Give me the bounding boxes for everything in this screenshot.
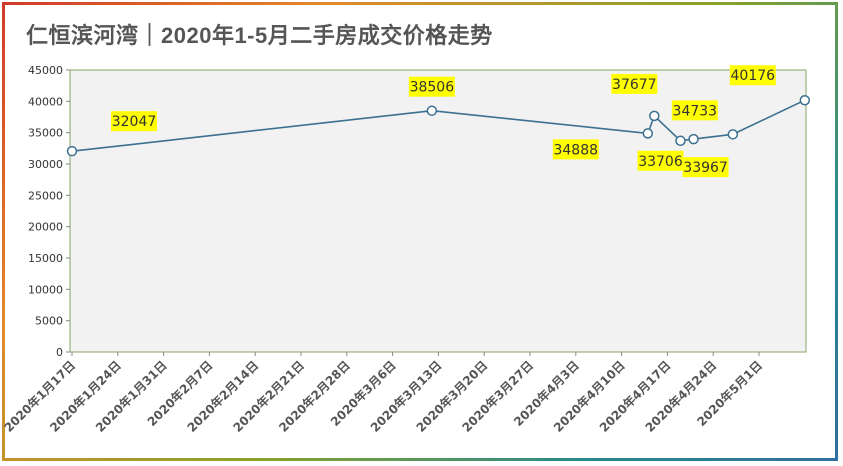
data-point — [649, 110, 660, 122]
data-label: 32047 — [112, 114, 157, 130]
y-tick-label: 45000 — [28, 64, 63, 77]
y-tick-label: 5000 — [35, 315, 63, 328]
data-label-bg — [682, 157, 729, 178]
data-point — [688, 133, 699, 145]
data-point — [642, 128, 654, 139]
data-label: 38506 — [410, 80, 455, 96]
data-label-bg — [552, 139, 599, 160]
data-label: 40176 — [731, 68, 776, 84]
chart-title: 仁恒滨河湾｜2020年1-5月二手房成交价格走势 — [26, 23, 493, 48]
y-tick-label: 35000 — [28, 127, 63, 140]
data-label: 34733 — [673, 103, 718, 119]
data-label-bg — [729, 65, 776, 86]
data-label: 34888 — [553, 142, 598, 158]
data-point — [799, 94, 811, 106]
y-tick-label: 20000 — [28, 221, 63, 234]
data-point — [675, 135, 686, 147]
data-label: 33967 — [683, 160, 728, 176]
data-point — [727, 129, 739, 140]
y-tick-label: 30000 — [28, 158, 63, 171]
data-point — [426, 105, 438, 116]
data-label-bg — [637, 150, 684, 171]
data-point — [66, 145, 78, 157]
data-label-bg — [408, 76, 455, 97]
data-label-bg — [611, 73, 658, 94]
y-tick-label: 10000 — [28, 283, 63, 296]
data-label: 33706 — [638, 154, 683, 170]
y-tick-label: 0 — [56, 346, 63, 359]
y-tick-label: 25000 — [28, 189, 63, 202]
data-label-bg — [671, 100, 718, 121]
series-line — [71, 99, 806, 152]
y-tick-label: 40000 — [28, 95, 63, 108]
y-tick-label: 15000 — [28, 252, 63, 265]
data-label-bg — [111, 111, 157, 132]
data-label: 37677 — [612, 77, 657, 93]
